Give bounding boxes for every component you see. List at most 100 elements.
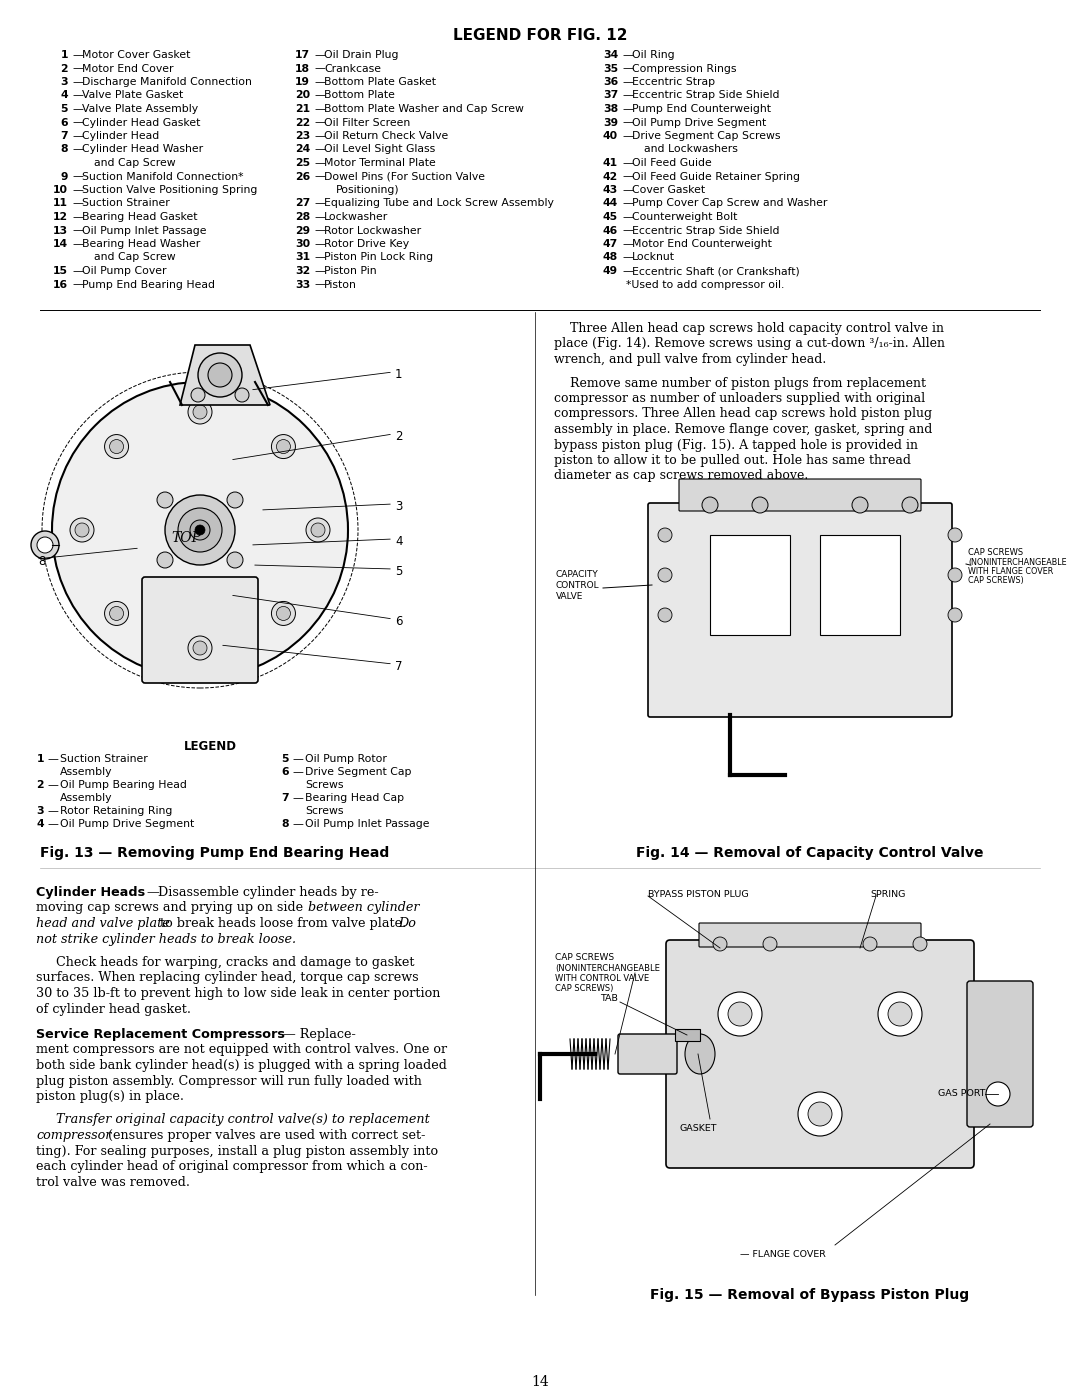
Text: 3: 3 <box>60 77 68 87</box>
Text: SPRING: SPRING <box>870 890 905 900</box>
Text: Oil Pump Inlet Passage: Oil Pump Inlet Passage <box>305 819 430 828</box>
Circle shape <box>902 497 918 513</box>
Text: —: — <box>72 172 83 182</box>
Text: 2: 2 <box>37 780 44 789</box>
Text: 33: 33 <box>295 279 310 289</box>
Text: 13: 13 <box>53 225 68 236</box>
Text: 24: 24 <box>295 144 310 155</box>
Text: Piston: Piston <box>324 279 356 289</box>
Text: 1: 1 <box>395 367 403 381</box>
Circle shape <box>852 497 868 513</box>
Text: 28: 28 <box>295 212 310 222</box>
Text: TOP: TOP <box>171 531 201 545</box>
Text: compressor: compressor <box>36 1129 111 1141</box>
Text: 6: 6 <box>282 767 289 777</box>
Text: to break heads loose from valve plate.: to break heads loose from valve plate. <box>156 916 410 930</box>
Text: 3: 3 <box>395 500 403 513</box>
Text: each cylinder head of original compressor from which a con-: each cylinder head of original compresso… <box>36 1160 428 1173</box>
Text: —: — <box>622 50 633 60</box>
Text: 6: 6 <box>60 117 68 127</box>
Text: CAP SCREWS: CAP SCREWS <box>555 953 615 963</box>
Circle shape <box>188 400 212 425</box>
Text: —: — <box>292 767 302 777</box>
Text: 20: 20 <box>295 91 310 101</box>
Circle shape <box>913 937 927 951</box>
Text: 40: 40 <box>603 131 618 141</box>
Text: —: — <box>622 253 633 263</box>
Text: —: — <box>314 77 325 87</box>
Text: 25: 25 <box>295 158 310 168</box>
Text: — FLANGE COVER: — FLANGE COVER <box>740 1250 826 1259</box>
Text: Suction Strainer: Suction Strainer <box>82 198 170 208</box>
Circle shape <box>808 1102 832 1126</box>
Text: 1: 1 <box>37 754 44 764</box>
Text: place (Fig. 14). Remove screws using a cut-down ³/₁₆-in. Allen: place (Fig. 14). Remove screws using a c… <box>554 338 945 351</box>
Text: LEGEND FOR FIG. 12: LEGEND FOR FIG. 12 <box>453 28 627 43</box>
Text: 19: 19 <box>295 77 310 87</box>
Circle shape <box>718 992 762 1037</box>
Circle shape <box>109 606 123 620</box>
Text: —: — <box>622 131 633 141</box>
Text: Piston Pin: Piston Pin <box>324 265 377 277</box>
Circle shape <box>948 528 962 542</box>
Text: Motor Cover Gasket: Motor Cover Gasket <box>82 50 190 60</box>
Text: (NONINTERCHANGEABLE: (NONINTERCHANGEABLE <box>968 557 1067 567</box>
Text: 5: 5 <box>395 564 403 578</box>
Text: 15: 15 <box>53 265 68 277</box>
Circle shape <box>188 636 212 659</box>
Text: 47: 47 <box>603 239 618 249</box>
Text: —: — <box>48 780 58 789</box>
Text: 49: 49 <box>603 265 618 277</box>
Text: both side bank cylinder head(s) is plugged with a spring loaded: both side bank cylinder head(s) is plugg… <box>36 1059 447 1071</box>
Text: Oil Pump Inlet Passage: Oil Pump Inlet Passage <box>82 225 206 236</box>
Text: —: — <box>72 279 83 289</box>
Text: Cylinder Head Gasket: Cylinder Head Gasket <box>82 117 201 127</box>
Text: VALVE: VALVE <box>556 592 583 601</box>
Text: —: — <box>622 225 633 236</box>
Text: 39: 39 <box>603 117 618 127</box>
Text: 31: 31 <box>295 253 310 263</box>
Text: 44: 44 <box>603 198 618 208</box>
Text: Oil Pump Drive Segment: Oil Pump Drive Segment <box>60 819 194 828</box>
Text: ment compressors are not equipped with control valves. One or: ment compressors are not equipped with c… <box>36 1044 447 1056</box>
Text: —: — <box>622 63 633 74</box>
Text: Eccentric Strap: Eccentric Strap <box>632 77 715 87</box>
Text: diameter as cap screws removed above.: diameter as cap screws removed above. <box>554 469 808 482</box>
Text: 10: 10 <box>53 184 68 196</box>
Text: CONTROL: CONTROL <box>556 581 599 590</box>
Text: 42: 42 <box>603 172 618 182</box>
Text: ting). For sealing purposes, install a plug piston assembly into: ting). For sealing purposes, install a p… <box>36 1144 438 1158</box>
Text: Bearing Head Gasket: Bearing Head Gasket <box>82 212 198 222</box>
Text: not strike cylinder heads to break loose.: not strike cylinder heads to break loose… <box>36 933 296 946</box>
Text: —: — <box>314 144 325 155</box>
FancyBboxPatch shape <box>666 940 974 1168</box>
Text: head and valve plate: head and valve plate <box>36 916 170 930</box>
Text: —: — <box>72 265 83 277</box>
Text: Locknut: Locknut <box>632 253 675 263</box>
Circle shape <box>986 1083 1010 1106</box>
Text: and Lockwashers: and Lockwashers <box>644 144 738 155</box>
Text: 14: 14 <box>53 239 68 249</box>
Text: Motor End Cover: Motor End Cover <box>82 63 174 74</box>
Text: Oil Feed Guide: Oil Feed Guide <box>632 158 712 168</box>
Circle shape <box>306 518 330 542</box>
Text: Do: Do <box>399 916 416 930</box>
Text: Oil Level Sight Glass: Oil Level Sight Glass <box>324 144 435 155</box>
Text: —: — <box>622 212 633 222</box>
Circle shape <box>798 1092 842 1136</box>
FancyBboxPatch shape <box>141 577 258 683</box>
Text: Oil Ring: Oil Ring <box>632 50 675 60</box>
Text: Transfer original capacity control valve(s) to replacement: Transfer original capacity control valve… <box>56 1113 430 1126</box>
Text: Suction Valve Positioning Spring: Suction Valve Positioning Spring <box>82 184 257 196</box>
Circle shape <box>178 509 222 552</box>
Text: Valve Plate Assembly: Valve Plate Assembly <box>82 103 198 115</box>
Text: 32: 32 <box>295 265 310 277</box>
Circle shape <box>105 434 129 458</box>
Polygon shape <box>180 345 270 405</box>
Circle shape <box>271 602 296 626</box>
Text: 23: 23 <box>295 131 310 141</box>
Text: —: — <box>72 50 83 60</box>
Text: —: — <box>314 225 325 236</box>
Text: Lockwasher: Lockwasher <box>324 212 388 222</box>
Circle shape <box>276 440 291 454</box>
